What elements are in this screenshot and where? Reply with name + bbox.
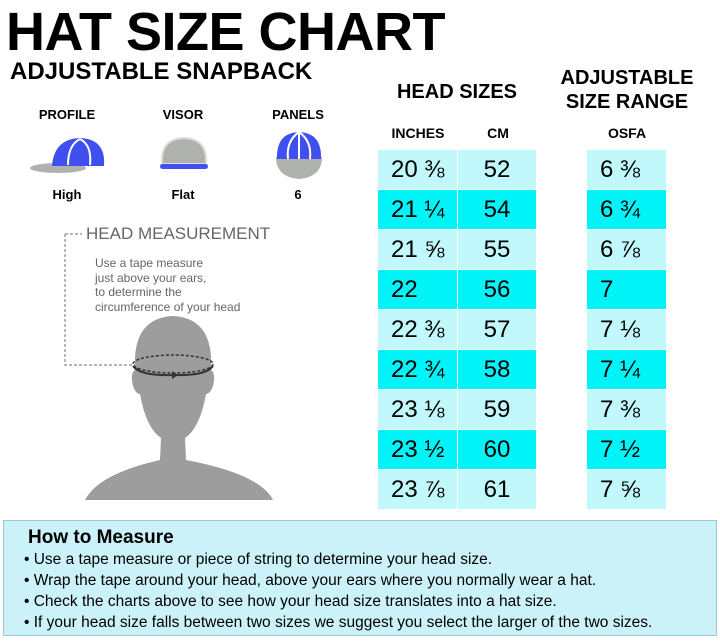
osfa-cell: 7 ½ (587, 430, 666, 469)
cap-profile-icon (30, 138, 105, 173)
how-to-item: • Use a tape measure or piece of string … (24, 551, 493, 568)
panels-label: PANELS (272, 107, 324, 122)
profile-label: PROFILE (38, 107, 96, 122)
cm-cell: 58 (458, 350, 536, 389)
inches-cell: 23 ½ (378, 430, 457, 469)
osfa-cell: 7 (587, 270, 666, 309)
cm-cell: 59 (458, 390, 536, 429)
osfa-cell: 7 ⅝ (587, 470, 666, 509)
inches-cell: 20 ⅜ (378, 150, 457, 189)
page-title: HAT SIZE CHART (6, 2, 445, 62)
panels-value: 6 (294, 187, 302, 202)
profile-value: High (52, 187, 82, 202)
inches-cell: 23 ⅞ (378, 470, 457, 509)
how-to-item: • Wrap the tape around your head, above … (24, 572, 597, 589)
cm-header: CM (487, 125, 509, 141)
head-measurement-text: Use a tape measure just above your ears,… (95, 256, 241, 314)
inches-cell: 21 ⅝ (378, 230, 457, 269)
inches-cell: 22 (378, 270, 457, 309)
adjustable-title-2: SIZE RANGE (565, 91, 689, 113)
inches-cell: 23 ⅛ (378, 390, 457, 429)
cm-cell: 61 (458, 470, 536, 509)
osfa-cell: 7 ¼ (587, 350, 666, 389)
how-to-item: • Check the charts above to see how your… (24, 593, 557, 610)
head-sizes-title: HEAD SIZES (396, 81, 518, 103)
page-subtitle: ADJUSTABLE SNAPBACK (10, 58, 313, 85)
head-measurement-title: HEAD MEASUREMENT (86, 224, 271, 243)
how-to-measure-box: How to Measure • Use a tape measure or p… (3, 520, 717, 636)
how-to-item: • If your head size falls between two si… (24, 614, 653, 631)
osfa-cell: 7 ⅛ (587, 310, 666, 349)
osfa-cell: 6 ⅜ (587, 150, 666, 189)
adjustable-title-1: ADJUSTABLE (560, 67, 694, 89)
cm-cell: 57 (458, 310, 536, 349)
how-to-title: How to Measure (28, 527, 174, 548)
inches-cell: 22 ⅜ (378, 310, 457, 349)
inches-cell: 22 ¾ (378, 350, 457, 389)
osfa-header: OSFA (607, 125, 647, 141)
cm-cell: 55 (458, 230, 536, 269)
head-silhouette-illustration (64, 233, 273, 500)
cm-cell: 60 (458, 430, 536, 469)
cm-cell: 56 (458, 270, 536, 309)
osfa-cell: 6 ⅞ (587, 230, 666, 269)
cap-visor-icon (160, 136, 208, 169)
cm-cell: 52 (458, 150, 536, 189)
osfa-cell: 6 ¾ (587, 190, 666, 229)
cm-cell: 54 (458, 190, 536, 229)
inches-cell: 21 ¼ (378, 190, 457, 229)
visor-value: Flat (171, 187, 195, 202)
inches-header: INCHES (391, 125, 445, 141)
osfa-cell: 7 ⅜ (587, 390, 666, 429)
visor-label: VISOR (162, 107, 204, 122)
cap-panels-icon (276, 131, 322, 179)
